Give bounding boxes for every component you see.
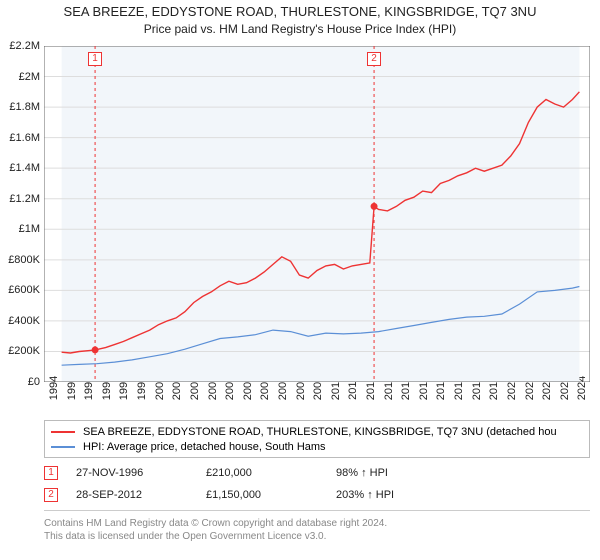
legend-row-property: SEA BREEZE, EDDYSTONE ROAD, THURLESTONE,… — [51, 424, 583, 439]
event-date-2: 28-SEP-2012 — [76, 489, 206, 501]
chart-container: SEA BREEZE, EDDYSTONE ROAD, THURLESTONE,… — [0, 0, 600, 560]
y-tick-label: £800K — [0, 254, 40, 266]
legend-row-hpi: HPI: Average price, detached house, Sout… — [51, 439, 583, 454]
title-sub: Price paid vs. HM Land Registry's House … — [0, 22, 600, 38]
y-tick-label: £1.6M — [0, 132, 40, 144]
y-tick-label: £1.8M — [0, 101, 40, 113]
event-date-1: 27-NOV-1996 — [76, 467, 206, 479]
y-tick-label: £1M — [0, 223, 40, 235]
chart-marker-2: 2 — [367, 52, 381, 66]
title-block: SEA BREEZE, EDDYSTONE ROAD, THURLESTONE,… — [0, 0, 600, 37]
event-price-1: £210,000 — [206, 467, 336, 479]
events-block: 1 27-NOV-1996 £210,000 98% ↑ HPI 2 28-SE… — [44, 462, 590, 506]
plot-svg — [44, 46, 590, 382]
title-main: SEA BREEZE, EDDYSTONE ROAD, THURLESTONE,… — [0, 4, 600, 21]
y-tick-label: £1.4M — [0, 162, 40, 174]
y-tick-label: £1.2M — [0, 193, 40, 205]
event-row-2: 2 28-SEP-2012 £1,150,000 203% ↑ HPI — [44, 484, 590, 506]
event-marker-1: 1 — [44, 466, 58, 480]
y-tick-label: £400K — [0, 315, 40, 327]
y-tick-label: £600K — [0, 284, 40, 296]
y-tick-label: £200K — [0, 345, 40, 357]
footer-block: Contains HM Land Registry data © Crown c… — [44, 510, 590, 543]
legend-box: SEA BREEZE, EDDYSTONE ROAD, THURLESTONE,… — [44, 420, 590, 458]
event-marker-2: 2 — [44, 488, 58, 502]
event-hpi-1: 98% ↑ HPI — [336, 467, 388, 479]
footer-line-1: Contains HM Land Registry data © Crown c… — [44, 517, 590, 530]
legend-label-hpi: HPI: Average price, detached house, Sout… — [83, 441, 326, 453]
legend-label-property: SEA BREEZE, EDDYSTONE ROAD, THURLESTONE,… — [83, 426, 557, 438]
y-tick-label: £2.2M — [0, 40, 40, 52]
event-row-1: 1 27-NOV-1996 £210,000 98% ↑ HPI — [44, 462, 590, 484]
chart-area — [44, 46, 590, 382]
chart-marker-1: 1 — [88, 52, 102, 66]
event-hpi-2: 203% ↑ HPI — [336, 489, 394, 501]
legend-swatch-property — [51, 431, 75, 433]
legend-swatch-hpi — [51, 446, 75, 448]
footer-line-2: This data is licensed under the Open Gov… — [44, 530, 590, 543]
event-price-2: £1,150,000 — [206, 489, 336, 501]
y-tick-label: £2M — [0, 71, 40, 83]
y-tick-label: £0 — [0, 376, 40, 388]
